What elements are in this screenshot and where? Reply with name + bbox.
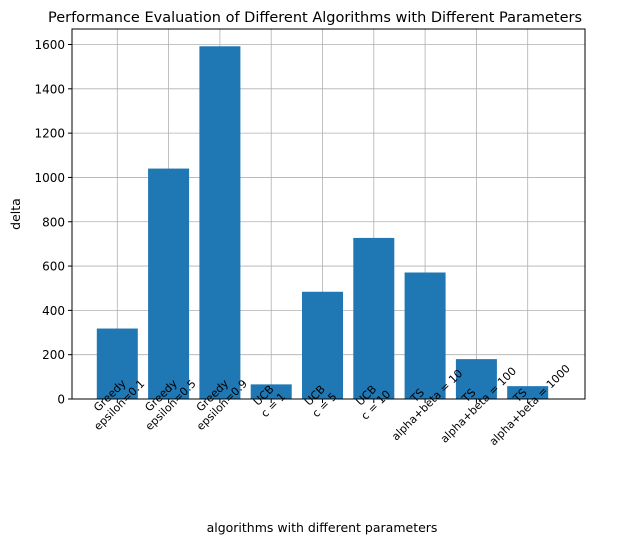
plot-frame <box>71 28 586 400</box>
bar <box>302 291 343 399</box>
bar <box>199 46 241 400</box>
y-tick-label: 1600 <box>34 38 65 52</box>
y-tick-label: 1000 <box>34 171 65 185</box>
bar <box>507 386 549 399</box>
y-tick-label: 1400 <box>34 82 65 96</box>
y-tick-label: 0 <box>57 393 65 407</box>
bar <box>250 384 292 399</box>
bars <box>96 46 549 400</box>
bar <box>455 359 497 399</box>
y-tick-label: 1200 <box>34 127 65 141</box>
bar <box>404 272 446 399</box>
y-tick-label: 200 <box>42 348 65 362</box>
y-axis-label: delta <box>8 198 23 230</box>
bar <box>148 168 190 399</box>
bar <box>96 328 138 399</box>
y-axis-ticks: 0 200 400 600 800 1000 1200 1400 1600 <box>34 38 72 407</box>
chart-title: Performance Evaluation of Different Algo… <box>48 10 582 26</box>
y-tick-label: 600 <box>42 260 65 274</box>
y-tick-label: 400 <box>42 304 65 318</box>
y-tick-label: 800 <box>42 215 65 229</box>
x-axis-label: algorithms with different parameters <box>207 520 438 535</box>
bar <box>353 237 395 399</box>
